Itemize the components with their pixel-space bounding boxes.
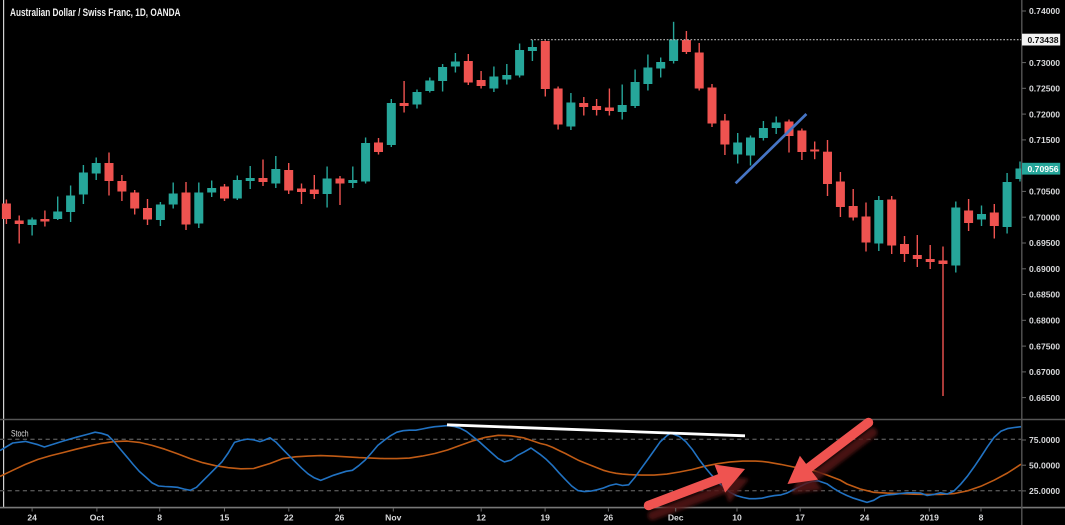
svg-text:0.71500: 0.71500 (1029, 135, 1060, 145)
svg-text:0.72000: 0.72000 (1029, 109, 1060, 119)
svg-text:Stoch: Stoch (11, 429, 29, 439)
svg-text:8: 8 (979, 513, 984, 523)
svg-text:25.0000: 25.0000 (1029, 486, 1060, 496)
svg-text:0.67500: 0.67500 (1029, 341, 1060, 351)
svg-text:75.0000: 75.0000 (1029, 435, 1060, 445)
svg-text:0.70500: 0.70500 (1029, 187, 1060, 197)
svg-text:8: 8 (157, 513, 162, 523)
svg-text:0.70956: 0.70956 (1028, 164, 1059, 174)
svg-text:50.0000: 50.0000 (1029, 460, 1060, 470)
svg-text:Australian Dollar / Swiss Fran: Australian Dollar / Swiss Franc, 1D, OAN… (10, 7, 181, 19)
svg-text:0.66500: 0.66500 (1029, 393, 1060, 403)
svg-text:Dec: Dec (668, 513, 684, 523)
svg-text:0.69000: 0.69000 (1029, 264, 1060, 274)
svg-text:19: 19 (540, 513, 550, 523)
svg-text:0.68500: 0.68500 (1029, 290, 1060, 300)
svg-text:2019: 2019 (920, 513, 939, 523)
svg-text:0.73438: 0.73438 (1028, 35, 1059, 45)
svg-text:0.67000: 0.67000 (1029, 367, 1060, 377)
svg-text:17: 17 (795, 513, 805, 523)
svg-text:15: 15 (220, 513, 230, 523)
svg-text:0.72500: 0.72500 (1029, 84, 1060, 94)
svg-text:10: 10 (732, 513, 742, 523)
svg-text:0.70000: 0.70000 (1029, 212, 1060, 222)
svg-text:0.73000: 0.73000 (1029, 58, 1060, 68)
svg-text:22: 22 (284, 513, 294, 523)
svg-text:26: 26 (604, 513, 614, 523)
svg-text:Nov: Nov (385, 513, 401, 523)
svg-text:24: 24 (860, 513, 870, 523)
svg-text:12: 12 (476, 513, 486, 523)
svg-text:0.74000: 0.74000 (1029, 6, 1060, 16)
svg-text:Oct: Oct (90, 513, 104, 523)
svg-text:0.69500: 0.69500 (1029, 238, 1060, 248)
svg-text:24: 24 (27, 513, 37, 523)
svg-text:0.68000: 0.68000 (1029, 316, 1060, 326)
svg-text:26: 26 (335, 513, 345, 523)
